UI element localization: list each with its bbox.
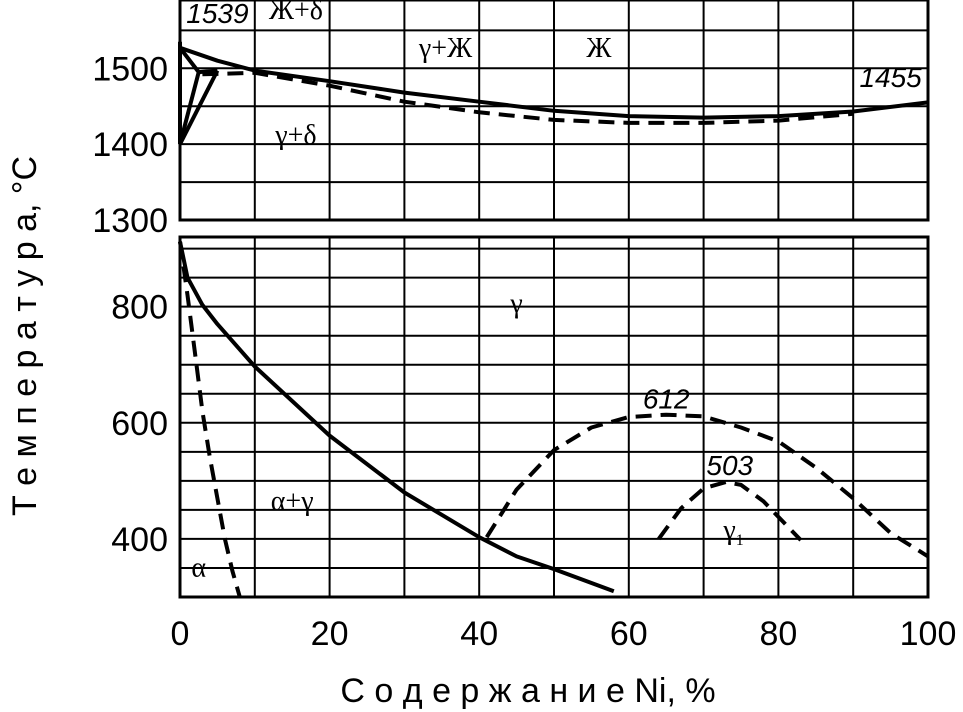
phase-label-gamma1: γ1 [722, 515, 743, 549]
y-tick-label: 1500 [92, 50, 168, 88]
x-tick-label: 0 [171, 615, 190, 653]
phase-label: Ж+δ [269, 0, 323, 26]
temperature-annotation: 503 [706, 450, 753, 481]
temperature-annotation: 1539 [186, 0, 248, 29]
phase-label: α+γ [271, 486, 314, 517]
upper-panel-frame [178, 0, 930, 222]
lower-curve-4 [657, 480, 803, 542]
x-tick-label: 60 [610, 615, 648, 653]
lower-curve-2 [178, 241, 242, 598]
y-axis-title: Т е м п е р а т у р а, °С [6, 156, 44, 516]
upper-panel-grid [180, 0, 928, 220]
temperature-annotation: 1455 [859, 62, 922, 93]
upper-curve-2 [202, 70, 854, 125]
y-tick-labels: 1300 1400 1500 400 600 800 [92, 50, 168, 559]
lower-curve-1 [178, 241, 615, 594]
phase-label: α [191, 553, 206, 584]
x-tick-label: 100 [900, 615, 957, 653]
y-tick-label: 800 [111, 289, 168, 327]
y-tick-label: 1300 [92, 202, 168, 240]
temperature-annotation: 612 [643, 383, 690, 414]
phase-label: γ+Ж [418, 33, 473, 64]
lower-curve-3 [485, 412, 930, 559]
lower-panel-frame [178, 235, 930, 599]
x-tick-label: 80 [759, 615, 797, 653]
x-axis-title: С о д е р ж а н и е Ni, % [340, 672, 715, 710]
x-tick-labels: 0 20 40 60 80 100 [171, 615, 957, 653]
lower-panel-lines [178, 241, 930, 598]
phase-label: Ж [586, 33, 612, 64]
upper-curve-4 [178, 71, 201, 145]
y-tick-label: 1400 [92, 126, 168, 164]
y-tick-label: 600 [111, 405, 168, 443]
lower-panel-grid [180, 237, 928, 597]
x-tick-label: 20 [311, 615, 349, 653]
phase-label: γ+δ [274, 120, 316, 151]
phase-labels: Ж+δ γ+Ж Жγ+δ 1539 1455 γ α+γ α 612 503 γ1 [186, 0, 922, 584]
upper-curve-1 [179, 45, 929, 120]
upper-curve-5 [178, 69, 220, 146]
phase-label: γ [509, 288, 522, 319]
x-tick-label: 40 [460, 615, 498, 653]
y-tick-label: 400 [111, 521, 168, 559]
